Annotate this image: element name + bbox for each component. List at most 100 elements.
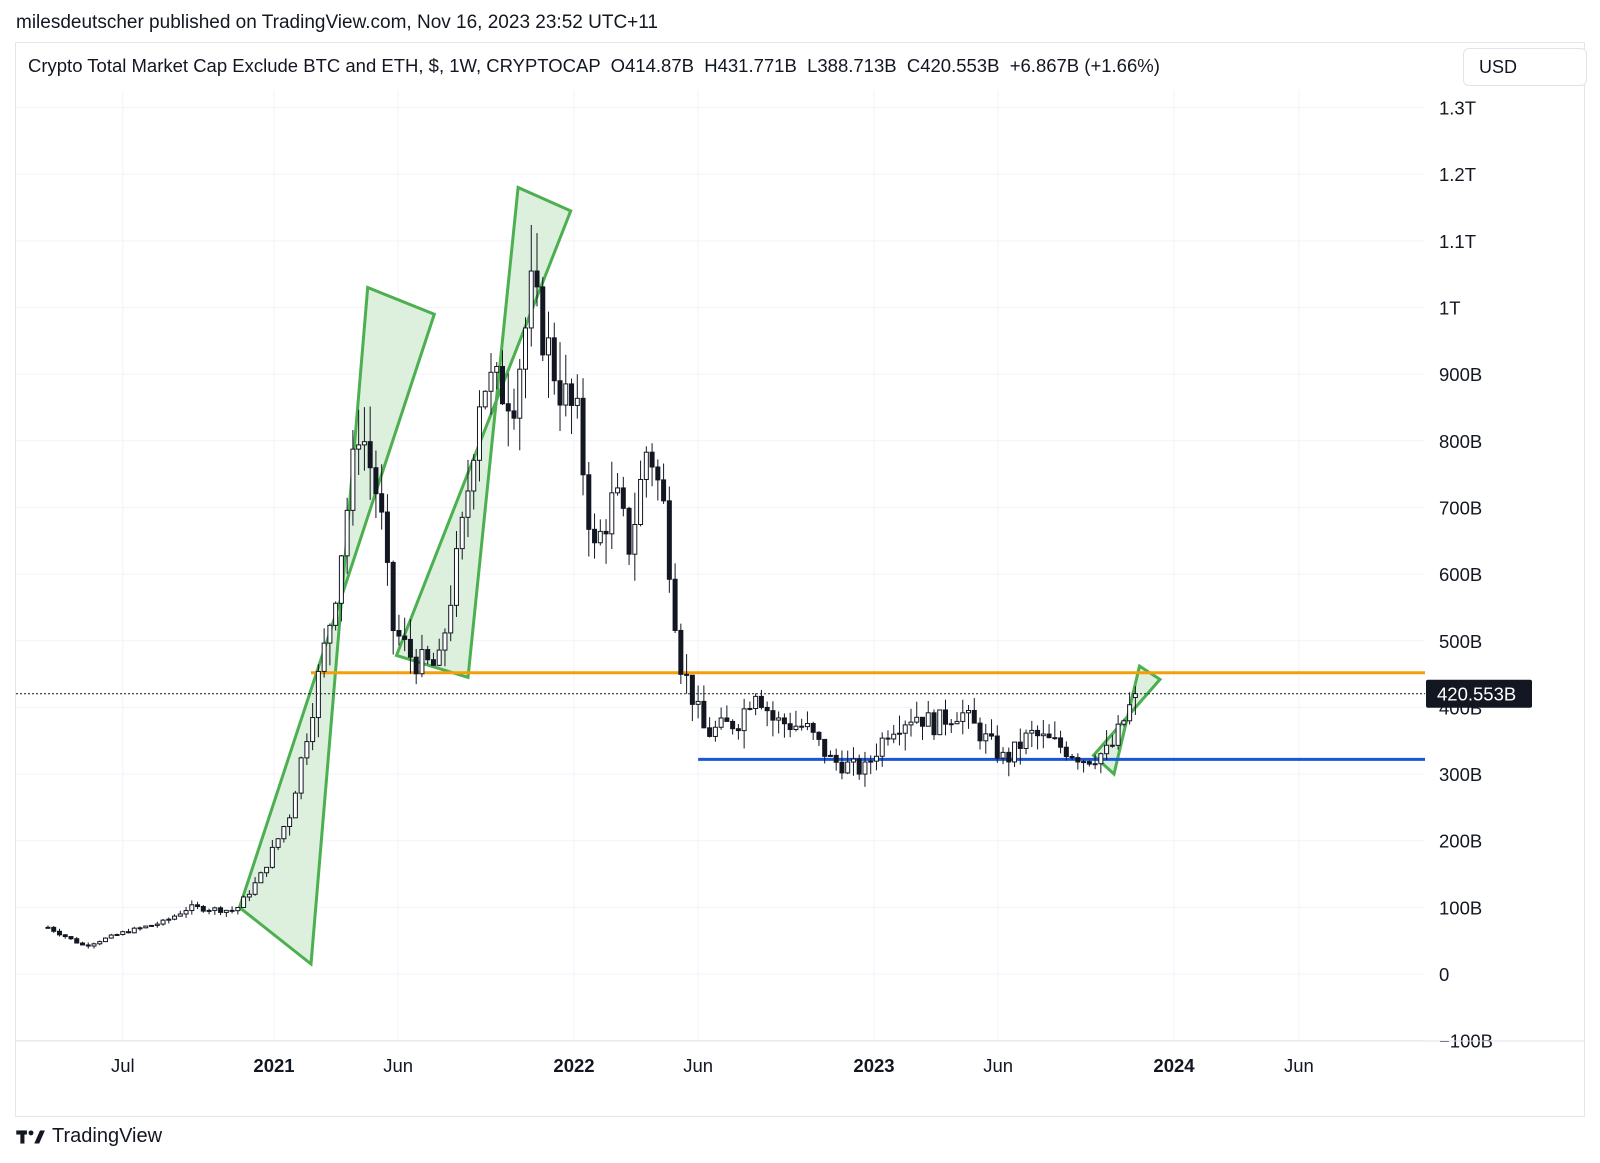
candle-body [776,717,782,721]
candle-body [546,337,552,356]
candle-body [287,817,293,828]
candle-body [873,755,879,762]
candle-body [379,493,385,513]
candle-body [983,733,989,742]
candle-body [1029,729,1035,734]
candle-body [943,709,949,725]
time-axis-tick-label: Jun [1284,1055,1314,1076]
candle-body [925,712,931,727]
candle-body [655,466,661,481]
candle-body [523,327,529,370]
candle-body [453,548,459,606]
candle-body [1006,751,1012,763]
candle-body [712,726,718,737]
published-by-text: milesdeutscher published on TradingView.… [16,12,658,33]
candle-body [684,673,690,676]
candle-body [678,629,684,675]
candle-body [1058,737,1064,748]
candle-body [787,723,793,731]
candle-body [661,479,667,502]
candle-body [989,733,995,737]
last-price-label: 420.553B [1437,684,1516,705]
level-lines [310,671,1425,761]
price-axis-tick-label: 1.3T [1439,98,1476,119]
candle-body [689,674,695,705]
candle-body [994,735,1000,759]
candle-body [344,509,350,557]
candle-body [1069,756,1075,759]
candle-body [891,733,897,740]
price-axis-tick-label: 200B [1439,831,1482,852]
price-axis-tick-label: 1.1T [1439,231,1476,252]
candle-body [534,270,540,288]
candle-body [816,731,822,740]
candle-body [494,365,500,373]
candle-body [707,727,713,737]
time-axis-tick-label: Jun [683,1055,713,1076]
price-axis-tick-label: 600B [1439,564,1482,585]
candle-body [747,707,753,710]
price-axis-tick-label: 900B [1439,364,1482,385]
candle-body [954,720,960,725]
candle-body [764,706,770,712]
candle-body [252,882,258,895]
candle-body [845,761,851,774]
candle-body [741,708,747,732]
candle-body [160,919,166,925]
candle-body [885,737,891,740]
candle-body [1052,737,1058,740]
candle-body [557,380,563,406]
price-axis-tick-label: 500B [1439,631,1482,652]
candle-body [85,944,91,947]
candle-body [1017,741,1023,749]
candle-body [666,500,672,580]
price-axis-tick-label: 0 [1439,964,1449,985]
candle-body [966,709,972,714]
candle-body [183,910,189,915]
currency-selector-button[interactable]: USD [1463,48,1587,86]
candle-body [476,406,482,461]
candle-body [770,710,776,721]
channel-2023-q4[interactable] [1091,663,1163,777]
candle-body [551,337,557,382]
price-axis-tick-label: 1.2T [1439,164,1476,185]
candle-body [108,934,114,939]
candle-body [724,717,730,722]
candle-body [511,410,517,419]
candle-body [574,397,580,406]
candle-body [758,695,764,708]
candle-body [609,492,615,535]
candle-body [430,659,436,666]
candle-body [626,507,632,555]
candle-body [74,938,80,944]
candle-body [753,695,759,709]
last-price-tag: 420.553B [1426,679,1532,708]
candle-body [114,933,120,936]
chart-pane[interactable] [15,42,1585,1117]
candle-body [166,918,172,921]
candle-body [448,604,454,634]
symbol-legend: Crypto Total Market Cap Exclude BTC and … [28,55,1160,76]
candle-body [856,758,862,775]
candle-body [1046,733,1052,739]
candle-body [350,448,356,511]
candle-body [1063,746,1069,758]
channel-drawings [237,185,1163,967]
candle-body [695,700,701,705]
candle-body [304,741,310,759]
candle-body [793,725,799,731]
candle-body [1092,763,1098,766]
candle-body [781,717,787,725]
candle-body [718,717,724,728]
candle-body [620,487,626,509]
candle-body [361,441,367,446]
candle-body [206,909,212,912]
candle-body [68,936,74,940]
channel-2021-q3[interactable] [394,185,573,680]
candle-body [241,896,247,909]
candle-body [396,630,402,637]
tradingview-brand[interactable]: TradingView [16,1125,162,1148]
candle-body [310,717,316,743]
candle-body [246,893,252,898]
